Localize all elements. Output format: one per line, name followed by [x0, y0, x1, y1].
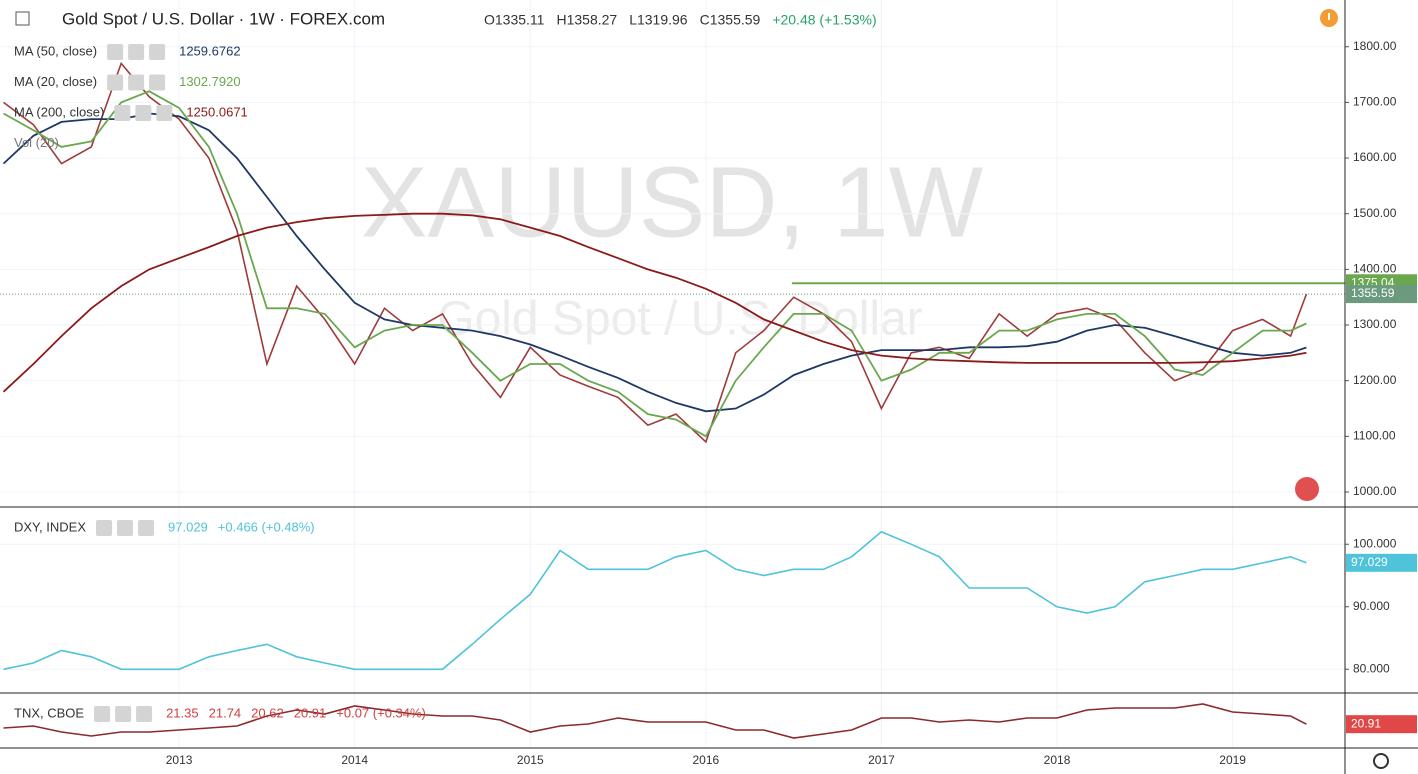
- last-label: 1355.59: [1351, 286, 1395, 300]
- ohlc-value: O1335.11: [484, 12, 545, 28]
- legend-button[interactable]: [117, 520, 134, 536]
- legend-name[interactable]: MA (50, close): [14, 43, 97, 58]
- header-change: +20.48 (+1.53%): [772, 12, 876, 28]
- legend-button[interactable]: [107, 74, 124, 91]
- legend-value: 20.91: [294, 705, 327, 720]
- x-tick-label: 2015: [517, 753, 544, 767]
- legend-value: +0.466 (+0.48%): [218, 519, 315, 534]
- y-tick-label: 1100.00: [1353, 428, 1396, 442]
- y-tick-label: 90.000: [1353, 599, 1390, 613]
- legend-button[interactable]: [115, 706, 132, 722]
- legend-value: 97.029: [168, 519, 208, 534]
- legend-value: 21.35: [166, 705, 199, 720]
- last-label: 20.91: [1351, 716, 1381, 730]
- series-line: [2, 212, 1307, 393]
- legend-name[interactable]: Vol (20): [14, 135, 59, 150]
- y-tick-label: 1400.00: [1353, 262, 1397, 276]
- legend-value: 20.62: [251, 705, 284, 720]
- legend-name[interactable]: MA (200, close): [14, 104, 104, 119]
- legend-button[interactable]: [149, 44, 166, 60]
- legend-value: +0.07 (+0.34%): [336, 705, 426, 720]
- y-tick-label: 1600.00: [1353, 150, 1397, 164]
- y-tick-label: 1700.00: [1353, 95, 1397, 109]
- x-tick-label: 2019: [1219, 753, 1246, 767]
- legend-button[interactable]: [128, 44, 145, 60]
- x-tick-label: 2014: [341, 753, 368, 767]
- legend-value: 1259.6762: [179, 43, 240, 58]
- y-tick-label: 1200.00: [1353, 373, 1397, 387]
- legend-button[interactable]: [107, 44, 124, 60]
- legend-value: 1302.7920: [179, 74, 240, 89]
- y-tick-label: 1800.00: [1353, 39, 1397, 53]
- y-tick-label: 100.000: [1353, 536, 1397, 550]
- series-line: [3, 530, 1307, 671]
- legend-button[interactable]: [138, 520, 155, 536]
- y-tick-label: 1300.00: [1353, 317, 1397, 331]
- legend-button[interactable]: [94, 706, 111, 722]
- legend-button[interactable]: [96, 520, 113, 536]
- last-label: 97.029: [1351, 555, 1388, 569]
- events-icon: [1295, 477, 1319, 501]
- legend-button[interactable]: [149, 74, 166, 91]
- y-tick-label: 1500.00: [1353, 206, 1397, 220]
- legend-name[interactable]: DXY, INDEX: [14, 519, 86, 534]
- ohlc-value: C1355.59: [700, 12, 761, 28]
- ohlc-value: L1319.96: [629, 12, 688, 28]
- watermark: XAUUSD, 1W: [361, 146, 984, 258]
- x-tick-label: 2013: [166, 753, 193, 767]
- legend-button[interactable]: [128, 74, 145, 91]
- x-tick-label: 2016: [693, 753, 720, 767]
- series-line: [3, 703, 1307, 739]
- last-label-bg: [1346, 715, 1417, 734]
- y-tick-label: 80.000: [1353, 661, 1390, 675]
- legend-button[interactable]: [136, 706, 153, 722]
- x-tick-label: 2018: [1044, 753, 1071, 767]
- legend-value: 1250.0671: [186, 104, 247, 119]
- series-line: [2, 112, 1307, 413]
- legend-value: 21.74: [209, 705, 242, 720]
- legend-button[interactable]: [156, 105, 173, 121]
- last-label-bg: [1346, 553, 1417, 572]
- legend-button[interactable]: [135, 105, 152, 121]
- last-label-bg: [1346, 285, 1417, 304]
- legend-name[interactable]: TNX, CBOE: [14, 705, 84, 720]
- header-title[interactable]: Gold Spot / U.S. Dollar · 1W · FOREX.com: [62, 9, 385, 28]
- header-icon: [15, 11, 30, 26]
- watermark-subtitle: Gold Spot / U.S. Dollar: [437, 293, 923, 346]
- series-line: [3, 90, 1307, 438]
- settings-icon[interactable]: [1373, 753, 1389, 769]
- ohlc-value: H1358.27: [556, 12, 617, 28]
- x-tick-label: 2017: [868, 753, 895, 767]
- legend-name[interactable]: MA (20, close): [14, 74, 97, 89]
- legend-button[interactable]: [114, 105, 131, 121]
- y-tick-label: 1000.00: [1353, 484, 1397, 498]
